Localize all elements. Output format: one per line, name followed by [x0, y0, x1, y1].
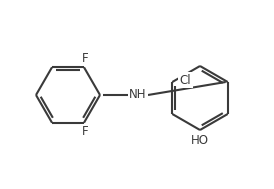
Text: F: F	[82, 125, 88, 138]
Text: HO: HO	[191, 135, 209, 147]
Text: NH: NH	[129, 88, 147, 101]
Text: Cl: Cl	[179, 74, 191, 87]
Text: F: F	[82, 52, 88, 65]
